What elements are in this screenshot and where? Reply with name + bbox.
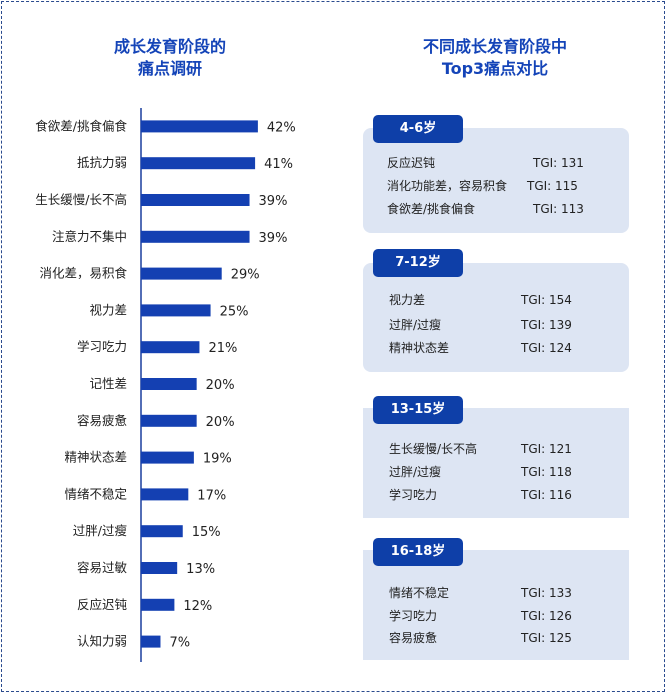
comparison-title-line-2: Top3痛点对比: [441, 59, 549, 78]
item-label: 精神状态差: [389, 341, 450, 355]
value-label: 41%: [264, 157, 293, 172]
bar: [141, 451, 194, 464]
bar: [141, 267, 222, 280]
chart-title-line-1: 成长发育阶段的: [113, 37, 226, 56]
bar: [141, 488, 189, 501]
item-tgi: TGI: 126: [521, 609, 572, 623]
group-item: 过胖/过瘦 TGI: 139: [389, 317, 589, 333]
group-panel-4-6: [363, 128, 629, 233]
category-label: 情绪不稳定: [64, 486, 127, 501]
bar-chart: 食欲差/挑食偏食 42% 抵抗力弱 41% 生长缓慢/长不高 39% 注意力不集中 39% 消化…: [35, 108, 296, 662]
category-label: 消化差，易积食: [39, 266, 127, 281]
category-label: 过胖/过瘦: [73, 523, 127, 538]
bar: [141, 230, 250, 243]
value-label: 21%: [208, 341, 237, 356]
group-item: 容易疲惫 TGI: 125: [389, 630, 589, 646]
value-label: 39%: [259, 194, 288, 209]
value-label: 29%: [231, 268, 260, 283]
bar: [141, 120, 258, 133]
group-panel-13-15: [363, 408, 629, 518]
group-panel-16-18: [363, 550, 629, 660]
group-item: 精神状态差 TGI: 124: [389, 340, 589, 356]
group-item: 反应迟钝 TGI: 131: [387, 155, 587, 171]
group-item: 学习吃力 TGI: 116: [389, 487, 589, 503]
group-tab-13-15: 13-15岁: [373, 396, 463, 424]
category-label: 容易过敏: [77, 560, 128, 575]
value-label: 12%: [183, 599, 212, 614]
group-tab-7-12: 7-12岁: [373, 249, 463, 277]
value-label: 17%: [197, 488, 226, 503]
item-label: 过胖/过瘦: [389, 318, 442, 332]
group-item: 生长缓慢/长不高 TGI: 121: [389, 441, 589, 457]
category-label: 抵抗力弱: [77, 155, 127, 170]
comparison-title-line-1: 不同成长发育阶段中: [422, 37, 567, 56]
category-label: 食欲差/挑食偏食: [35, 118, 127, 133]
category-label: 容易疲惫: [77, 413, 127, 428]
item-label: 情绪不稳定: [389, 586, 450, 600]
item-tgi: TGI: 139: [521, 318, 572, 332]
item-label: 视力差: [389, 293, 426, 307]
item-label: 过胖/过瘦: [389, 465, 442, 479]
bar: [141, 194, 250, 206]
value-label: 20%: [206, 378, 235, 393]
item-tgi: TGI: 116: [521, 488, 572, 502]
category-label: 视力差: [89, 302, 127, 317]
group-panel-7-12: [363, 263, 629, 372]
value-label: 39%: [259, 231, 288, 246]
category-label: 精神状态差: [64, 450, 127, 465]
chart-title-line-2: 痛点调研: [137, 59, 202, 78]
group-tab-16-18: 16-18岁: [373, 538, 463, 566]
value-label: 15%: [192, 525, 221, 540]
item-tgi: TGI: 124: [521, 341, 572, 355]
item-tgi: TGI: 113: [533, 202, 584, 216]
category-label: 学习吃力: [77, 339, 127, 354]
bar: [141, 341, 200, 354]
item-label: 消化功能差，容易积食: [387, 179, 508, 193]
item-tgi: TGI: 131: [533, 156, 584, 170]
value-label: 7%: [169, 636, 190, 651]
item-label: 容易疲惫: [389, 631, 438, 645]
bar: [141, 304, 211, 317]
bar: [141, 157, 256, 170]
item-label: 食欲差/挑食偏食: [387, 202, 476, 216]
value-label: 19%: [203, 452, 232, 467]
item-label: 学习吃力: [389, 609, 438, 623]
item-label: 学习吃力: [389, 488, 438, 502]
bar: [141, 414, 197, 427]
value-label: 20%: [206, 415, 235, 430]
item-tgi: TGI: 118: [521, 465, 572, 479]
group-item: 学习吃力 TGI: 126: [389, 608, 589, 624]
item-tgi: TGI: 133: [521, 586, 572, 600]
item-tgi: TGI: 154: [521, 293, 572, 307]
category-label: 反应迟钝: [77, 597, 128, 612]
group-item: 情绪不稳定 TGI: 133: [389, 585, 589, 601]
item-tgi: TGI: 121: [521, 442, 572, 456]
chart-title: 成长发育阶段的 痛点调研: [60, 36, 280, 80]
bar: [141, 562, 178, 574]
bar: [141, 525, 183, 538]
comparison-title: 不同成长发育阶段中 Top3痛点对比: [380, 36, 610, 80]
group-item: 过胖/过瘦 TGI: 118: [389, 464, 589, 480]
category-label: 生长缓慢/长不高: [35, 192, 127, 207]
value-label: 25%: [220, 304, 249, 319]
group-item: 消化功能差，容易积食 TGI: 115: [387, 178, 587, 194]
bar: [141, 635, 161, 648]
category-label: 认知力弱: [77, 634, 127, 649]
group-item: 食欲差/挑食偏食 TGI: 113: [387, 201, 587, 217]
bar: [141, 378, 197, 390]
value-label: 13%: [186, 562, 215, 577]
item-label: 生长缓慢/长不高: [389, 442, 478, 456]
item-label: 反应迟钝: [387, 156, 436, 170]
category-label: 记性差: [89, 376, 127, 391]
category-label: 注意力不集中: [52, 229, 127, 244]
bar: [141, 598, 175, 611]
item-tgi: TGI: 125: [521, 631, 572, 645]
group-item: 视力差 TGI: 154: [389, 292, 589, 308]
item-tgi: TGI: 115: [527, 179, 578, 193]
value-label: 42%: [267, 120, 296, 135]
group-tab-4-6: 4-6岁: [373, 115, 463, 143]
